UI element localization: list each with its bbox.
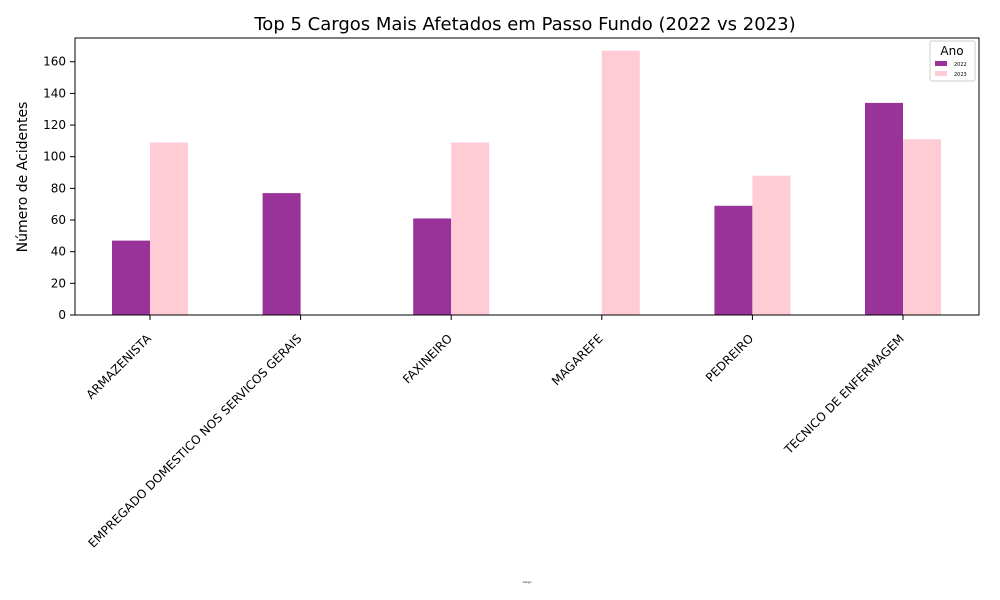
bar-2023-0 xyxy=(150,142,188,315)
bar-2022-4 xyxy=(714,205,753,315)
bar-2022-0 xyxy=(112,240,150,315)
bars-group xyxy=(112,50,941,316)
y-axis-label: Número de Acidentes xyxy=(15,102,31,253)
y-tick-label: 140 xyxy=(43,86,66,100)
x-tick-label: PEDREIRO xyxy=(703,331,756,384)
plot-frame xyxy=(74,37,980,316)
x-tick-label: TECNICO DE ENFERMAGEM xyxy=(781,331,907,457)
y-tick-label: 20 xyxy=(51,276,66,290)
legend-title: Ano xyxy=(940,44,963,58)
bar-2023-5 xyxy=(903,139,941,315)
y-tick-label: 160 xyxy=(43,55,66,69)
y-tick-label: 100 xyxy=(43,150,66,164)
legend-label-2022: 2022 xyxy=(954,62,967,68)
bar-2023-2 xyxy=(451,142,490,315)
y-tick-label: 0 xyxy=(58,308,66,322)
legend-swatch-2022 xyxy=(935,61,947,66)
x-tick-label: MAGAREFE xyxy=(549,331,606,388)
legend: Ano 2022 2023 xyxy=(929,40,976,82)
bar-2022-2 xyxy=(413,218,452,315)
x-tick-label: ARMAZENISTA xyxy=(83,331,154,402)
bar-2023-3 xyxy=(601,50,640,316)
legend-label-2023: 2023 xyxy=(954,72,967,78)
y-tick-label: 120 xyxy=(43,118,66,132)
bar-2022-1 xyxy=(262,193,301,315)
y-tick-label: 80 xyxy=(51,181,66,195)
y-tick-label: 40 xyxy=(51,245,66,259)
y-axis: 0 20 40 60 80 100 120 140 160 xyxy=(43,55,75,322)
legend-swatch-2023 xyxy=(935,71,947,76)
chart-title: Top 5 Cargos Mais Afetados em Passo Fund… xyxy=(253,14,795,35)
x-tick-label: FAXINEIRO xyxy=(400,331,455,386)
y-tick-label: 60 xyxy=(51,213,66,227)
bar-2023-4 xyxy=(752,175,791,315)
bar-2022-5 xyxy=(865,102,903,315)
x-axis-label: Cargo xyxy=(523,580,532,584)
